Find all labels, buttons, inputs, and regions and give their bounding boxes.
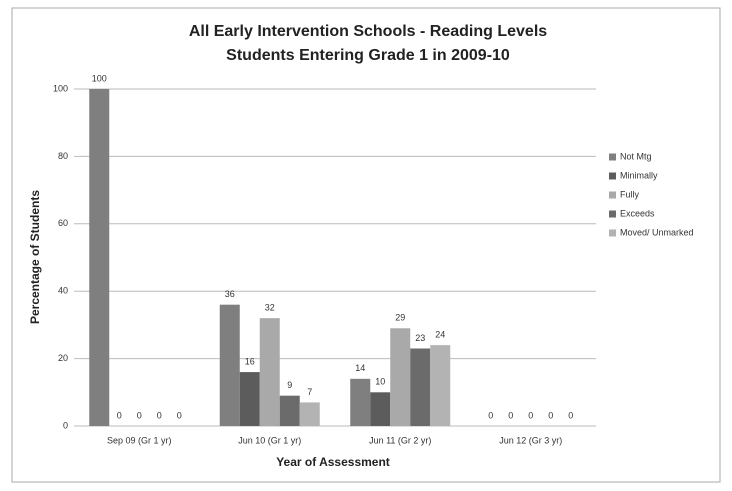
data-label: 36 [225, 289, 235, 299]
bar [89, 89, 110, 426]
data-label: 16 [245, 356, 255, 366]
data-label: 0 [137, 410, 142, 420]
y-axis-title: Percentage of Students [28, 190, 42, 324]
x-tick-label: Jun 11 (Gr 2 yr) [369, 435, 431, 445]
bar [219, 304, 240, 426]
data-label: 9 [287, 380, 292, 390]
data-label: 10 [375, 377, 385, 387]
legend-label: Fully [620, 189, 640, 199]
bar [390, 328, 411, 426]
data-label: 0 [568, 410, 573, 420]
data-label: 14 [355, 363, 365, 373]
y-tick-label: 60 [58, 218, 68, 228]
x-tick-label: Jun 10 (Gr 1 yr) [238, 435, 301, 445]
chart-subtitle: Students Entering Grade 1 in 2009-10 [226, 47, 510, 64]
x-axis-title: Year of Assessment [276, 455, 390, 469]
data-label: 0 [528, 410, 533, 420]
y-tick-label: 40 [58, 286, 68, 296]
data-label: 29 [395, 313, 405, 323]
legend-label: Exceeds [620, 208, 655, 218]
bar [370, 392, 391, 426]
bar [350, 378, 371, 426]
chart-title: All Early Intervention Schools - Reading… [189, 23, 547, 40]
y-tick-label: 100 [53, 83, 68, 93]
data-label: 0 [157, 410, 162, 420]
y-tick-label: 0 [63, 420, 68, 430]
data-label: 0 [117, 410, 122, 420]
bar [259, 318, 280, 426]
data-label: 32 [265, 303, 275, 313]
bar [410, 348, 431, 426]
bar [430, 345, 451, 426]
data-label: 7 [307, 387, 312, 397]
legend-swatch [609, 229, 616, 237]
legend-swatch [609, 210, 616, 218]
legend-label: Minimally [620, 170, 658, 180]
x-tick-label: Jun 12 (Gr 3 yr) [499, 435, 562, 445]
legend-label: Not Mtg [620, 151, 652, 161]
data-label: 0 [548, 410, 553, 420]
data-label: 24 [435, 329, 445, 339]
bar [299, 402, 320, 426]
y-tick-label: 20 [58, 353, 68, 363]
data-label: 23 [415, 333, 425, 343]
legend-swatch [609, 191, 616, 199]
data-label: 100 [92, 73, 107, 83]
bar [239, 372, 260, 426]
legend-swatch [609, 153, 616, 161]
data-label: 0 [177, 410, 182, 420]
y-tick-label: 80 [58, 151, 68, 161]
x-tick-label: Sep 09 (Gr 1 yr) [107, 435, 172, 445]
legend-swatch [609, 172, 616, 180]
legend-label: Moved/ Unmarked [620, 227, 694, 237]
data-label: 0 [488, 410, 493, 420]
data-label: 0 [508, 410, 513, 420]
bar [279, 395, 300, 426]
